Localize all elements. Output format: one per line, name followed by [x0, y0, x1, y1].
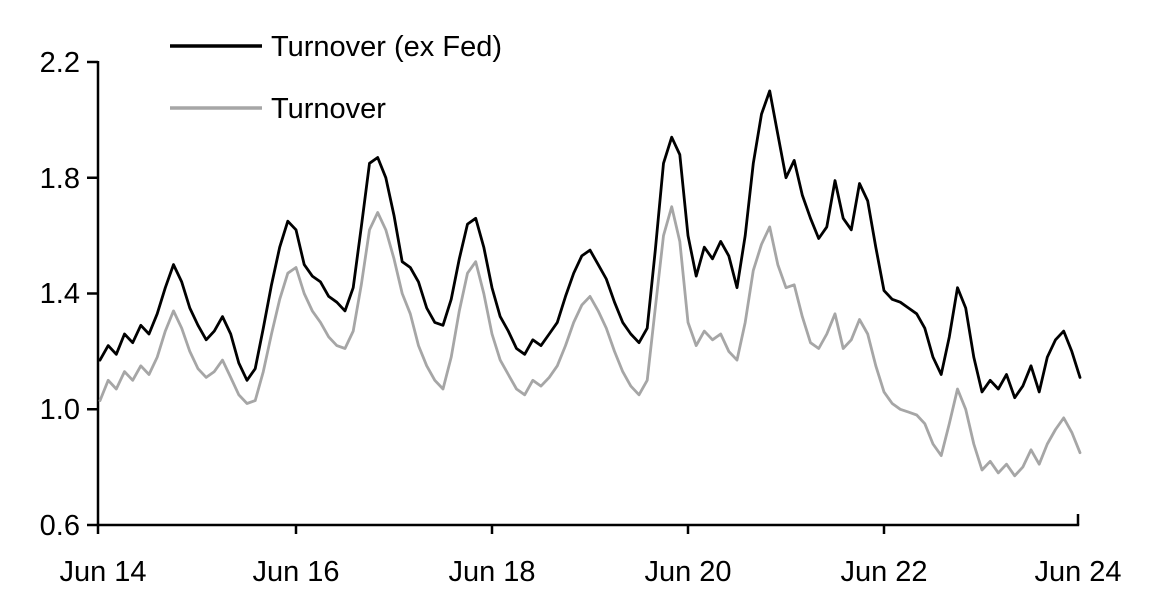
- x-tick-label: Jun 20: [644, 556, 731, 588]
- x-tick-label: Jun 16: [252, 556, 339, 588]
- legend: Turnover (ex Fed) Turnover: [170, 31, 502, 125]
- y-tick-label: 1.0: [40, 394, 80, 426]
- y-tick-labels: 2.2 1.8 1.4 1.0 0.6: [40, 47, 80, 542]
- legend-label-turnover-ex-fed: Turnover (ex Fed): [271, 31, 502, 63]
- series-line-turnover-ex-fed: [98, 89, 1082, 400]
- x-tick-label: Jun 22: [840, 556, 927, 588]
- series-line-turnover: [98, 205, 1082, 478]
- series-group: [98, 89, 1082, 478]
- y-tick-label: 1.4: [40, 278, 80, 310]
- axes: [87, 60, 1080, 534]
- y-tick-label: 0.6: [40, 510, 80, 542]
- x-tick-label: Jun 24: [1034, 556, 1121, 588]
- x-tick-label: Jun 14: [59, 556, 146, 588]
- x-tick-label: Jun 18: [448, 556, 535, 588]
- legend-label-turnover: Turnover: [271, 93, 386, 125]
- x-tick-labels: Jun 14 Jun 16 Jun 18 Jun 20 Jun 22 Jun 2…: [59, 556, 1121, 588]
- y-tick-label: 1.8: [40, 163, 80, 195]
- y-tick-label: 2.2: [40, 47, 80, 79]
